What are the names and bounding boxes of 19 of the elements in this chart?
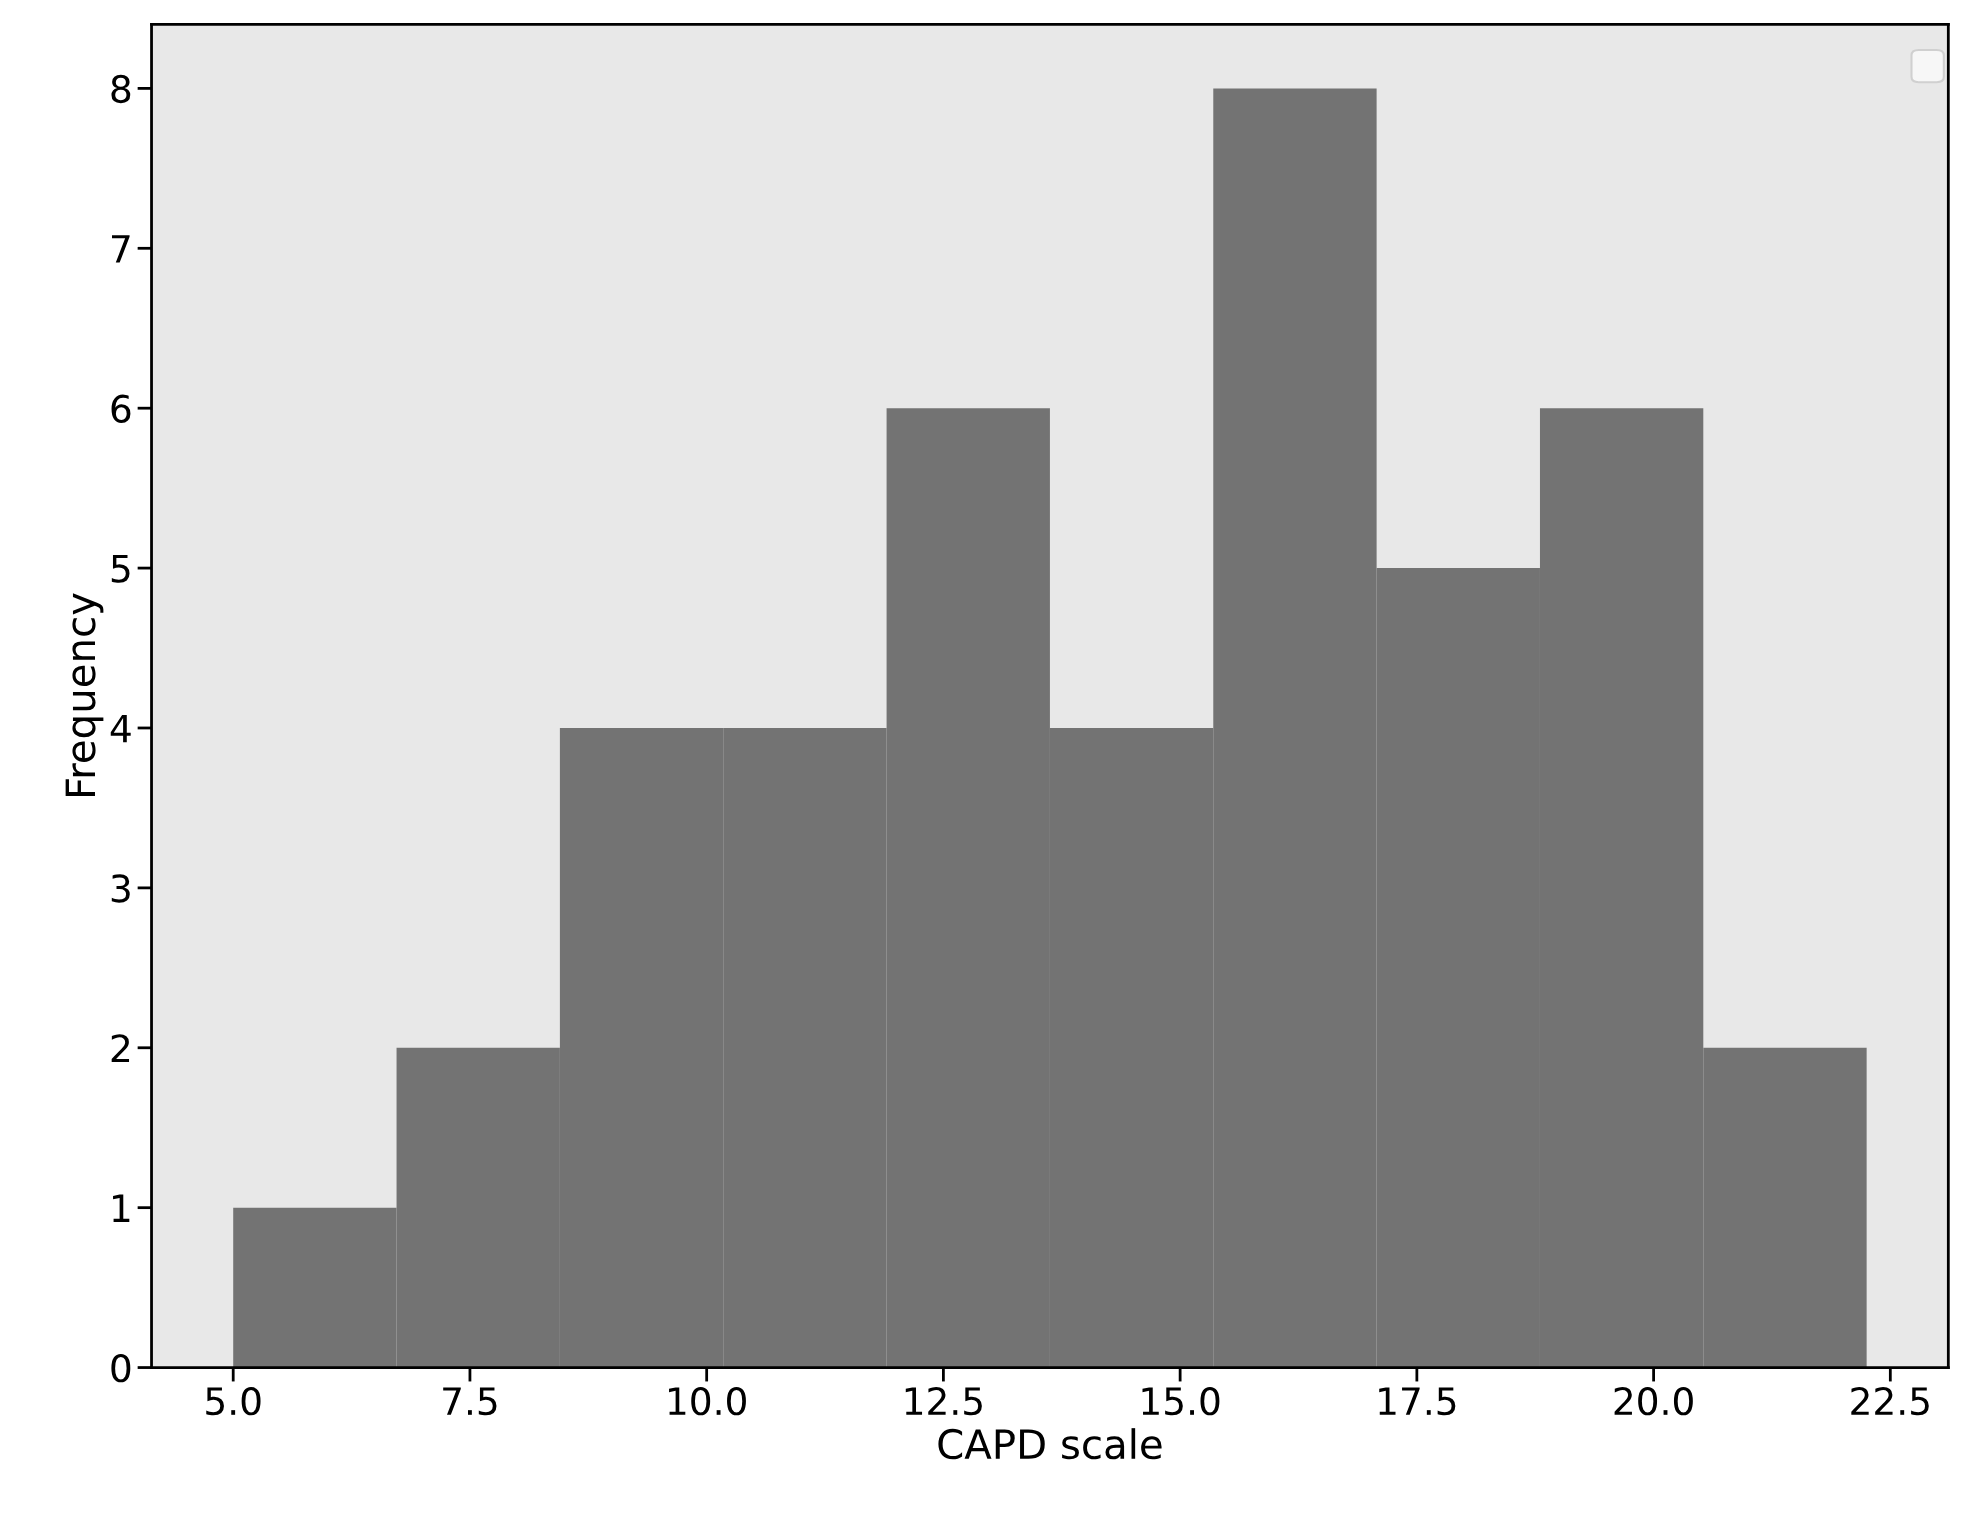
x-tick-label: 10.0 xyxy=(669,1386,746,1416)
y-tick-label: 5 xyxy=(111,555,130,583)
y-tick-label: 2 xyxy=(111,1034,130,1063)
x-tick-label: 5.0 xyxy=(206,1386,261,1416)
y-tick-label: 8 xyxy=(111,74,131,104)
x-axis-title: CAPD scale xyxy=(938,1428,1162,1460)
y-axis-title: Frequency xyxy=(65,593,104,797)
x-tick-label: 15.0 xyxy=(1142,1386,1220,1416)
y-tick-label: 4 xyxy=(110,714,131,743)
x-tick-label: 12.5 xyxy=(905,1386,982,1416)
y-tick-label: 3 xyxy=(111,874,130,903)
x-tick-label: 17.5 xyxy=(1379,1387,1456,1416)
y-tick-label: 6 xyxy=(111,394,131,423)
y-tick-label: 0 xyxy=(111,1353,131,1383)
x-tick-label: 22.5 xyxy=(1851,1386,1929,1416)
x-tick-label: 7.5 xyxy=(443,1387,497,1416)
y-tick-label: 1 xyxy=(113,1194,130,1222)
y-tick-label: 7 xyxy=(112,235,130,263)
x-tick-label: 20.0 xyxy=(1614,1386,1693,1416)
